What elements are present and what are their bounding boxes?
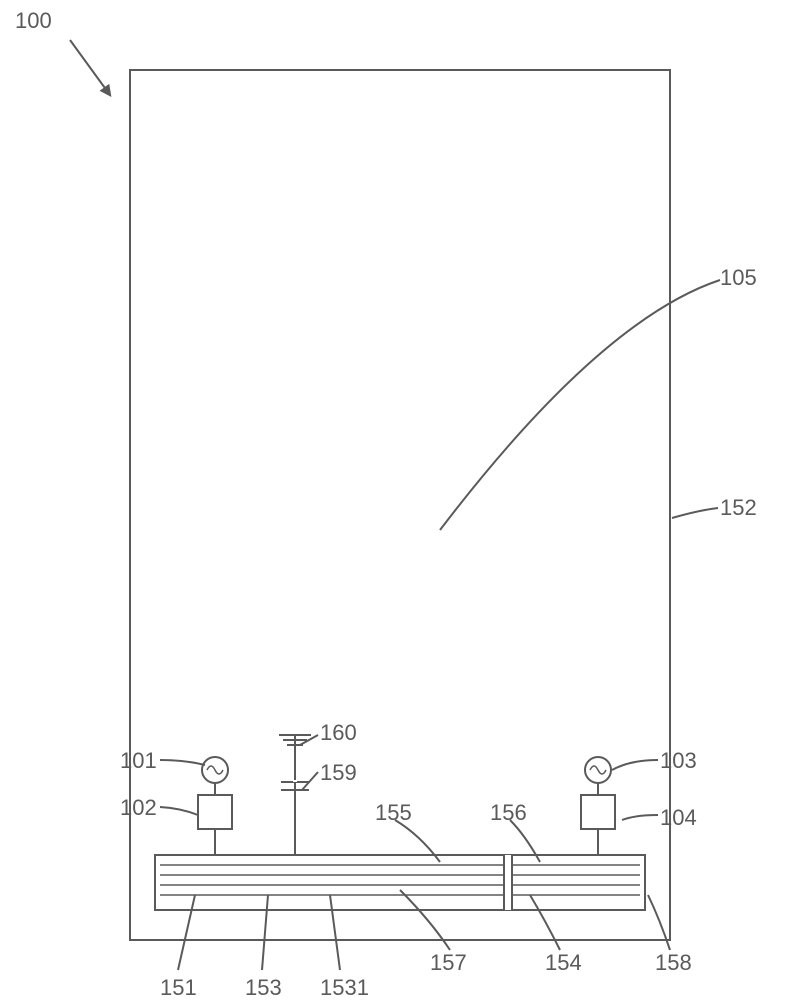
label-154: 154 <box>545 950 582 976</box>
coil-outer-rect <box>155 855 645 910</box>
104-curve <box>622 815 658 820</box>
label-105: 105 <box>720 265 757 291</box>
label-153: 153 <box>245 975 282 1001</box>
diagram-canvas: 100 105 152 160 101 103 159 102 155 156 104 157 154 1… <box>0 0 804 1000</box>
label-104: 104 <box>660 805 697 831</box>
label-156: 156 <box>490 800 527 826</box>
1531-line <box>330 895 340 970</box>
105-curve <box>440 280 720 530</box>
label-100: 100 <box>15 8 52 34</box>
left-sine-icon <box>207 766 223 774</box>
label-158: 158 <box>655 950 692 976</box>
153-line <box>262 895 268 970</box>
right-sine-icon <box>590 766 606 774</box>
151-line <box>178 895 195 970</box>
label-159: 159 <box>320 760 357 786</box>
diagram-svg <box>0 0 804 1000</box>
152-curve <box>672 508 718 518</box>
label-151: 151 <box>160 975 197 1001</box>
label-152: 152 <box>720 495 757 521</box>
label-1531: 1531 <box>320 975 369 1001</box>
101-curve <box>160 760 205 765</box>
103-curve <box>612 760 658 770</box>
label-101: 101 <box>120 748 157 774</box>
main-arrow <box>70 40 110 95</box>
right-component-box <box>581 795 615 829</box>
left-component-box <box>198 795 232 829</box>
label-155: 155 <box>375 800 412 826</box>
label-157: 157 <box>430 950 467 976</box>
label-160: 160 <box>320 720 357 746</box>
154-curve <box>530 895 560 950</box>
label-103: 103 <box>660 748 697 774</box>
102-curve <box>160 807 198 815</box>
158-curve <box>648 895 670 950</box>
label-102: 102 <box>120 795 157 821</box>
